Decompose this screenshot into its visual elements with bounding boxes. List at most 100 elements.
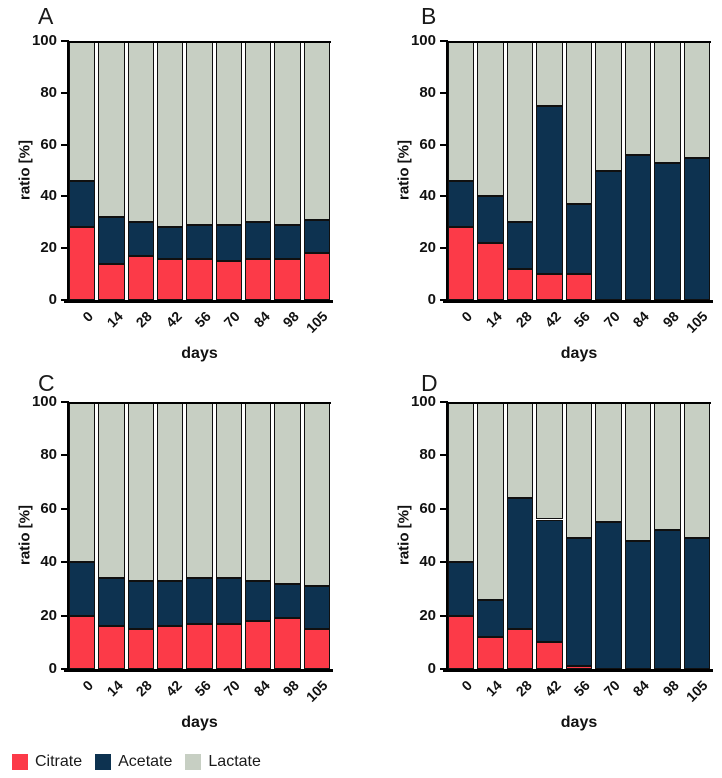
y-tick-label-a: 40 bbox=[40, 187, 57, 205]
segment-lactate-d-day-14 bbox=[477, 402, 504, 600]
segment-acetate-c-day-14 bbox=[98, 578, 125, 627]
segment-lactate-a-day-84 bbox=[244, 41, 272, 223]
y-axis-title-c: ratio [%] bbox=[16, 505, 34, 566]
segment-citrate-a-day-0 bbox=[69, 227, 96, 300]
lactate-swatch-icon bbox=[185, 754, 202, 770]
segment-acetate-d-day-28 bbox=[506, 498, 534, 629]
x-tick-label-a-0: 0 bbox=[79, 308, 97, 325]
y-axis-line-a bbox=[66, 40, 69, 303]
bar-d-day-0 bbox=[448, 402, 475, 669]
bar-d-day-28 bbox=[506, 402, 534, 669]
y-tick-label-c: 20 bbox=[40, 606, 57, 624]
x-tick-label-d-70: 70 bbox=[600, 677, 623, 700]
legend: Citrate Acetate Lactate bbox=[12, 753, 261, 771]
segment-citrate-b-day-56 bbox=[565, 274, 593, 300]
bar-c-day-105 bbox=[303, 402, 330, 669]
x-tick-label-c-98: 98 bbox=[279, 677, 302, 700]
y-axis-tick-a bbox=[61, 195, 67, 198]
x-tick-label-d-56: 56 bbox=[570, 677, 594, 700]
x-tick-label-c-42: 42 bbox=[162, 677, 185, 700]
segment-acetate-d-day-0 bbox=[448, 562, 475, 616]
y-tick-label-a: 0 bbox=[48, 291, 57, 308]
y-tick-label-c: 80 bbox=[40, 446, 57, 464]
x-axis-title-c: days bbox=[181, 714, 218, 731]
segment-lactate-c-day-56 bbox=[186, 402, 213, 579]
segment-citrate-b-day-14 bbox=[477, 243, 504, 300]
y-axis-line-d bbox=[445, 401, 448, 672]
bar-a-day-14 bbox=[98, 41, 125, 300]
y-axis-tick-c bbox=[61, 561, 67, 564]
y-tick-label-c: 0 bbox=[48, 660, 57, 677]
y-tick-label-d: 40 bbox=[419, 553, 436, 571]
segment-acetate-d-day-98 bbox=[654, 530, 681, 669]
x-tick-label-d-42: 42 bbox=[541, 677, 564, 700]
bar-b-day-84 bbox=[624, 41, 652, 300]
bar-b-day-14 bbox=[477, 41, 504, 300]
x-tick-label-c-28: 28 bbox=[132, 677, 156, 700]
y-axis-tick-a bbox=[61, 91, 67, 94]
bar-c-day-42 bbox=[156, 402, 184, 669]
x-tick-label-a-98: 98 bbox=[279, 308, 302, 331]
x-tick-label-b-56: 56 bbox=[570, 308, 594, 331]
bar-d-day-14 bbox=[477, 402, 504, 669]
y-axis-tick-b bbox=[440, 195, 446, 198]
y-axis-tick-c bbox=[61, 454, 67, 457]
y-axis-tick-d bbox=[440, 561, 446, 564]
bar-c-day-70 bbox=[215, 402, 242, 669]
panel-label-a: A bbox=[38, 3, 54, 29]
bar-d-day-98 bbox=[654, 402, 681, 669]
segment-lactate-c-day-84 bbox=[244, 402, 272, 581]
plot-top-frame-a bbox=[68, 41, 331, 43]
segment-acetate-a-day-84 bbox=[244, 222, 272, 259]
y-axis-tick-d bbox=[440, 507, 446, 510]
segment-lactate-b-day-56 bbox=[565, 41, 593, 205]
plot-area-d bbox=[448, 402, 710, 669]
segment-lactate-d-day-28 bbox=[506, 402, 534, 499]
x-tick-label-a-70: 70 bbox=[220, 308, 244, 331]
plot-area-a bbox=[69, 41, 330, 300]
y-tick-label-a: 100 bbox=[31, 32, 57, 49]
plot-area-c bbox=[69, 402, 330, 669]
y-axis-tick-a bbox=[61, 40, 67, 42]
segment-acetate-b-day-98 bbox=[654, 162, 681, 300]
bar-b-day-0 bbox=[448, 41, 475, 300]
y-axis-title-b: ratio [%] bbox=[395, 140, 413, 201]
x-tick-label-b-84: 84 bbox=[629, 308, 653, 331]
segment-acetate-b-day-0 bbox=[448, 180, 475, 228]
segment-lactate-c-day-28 bbox=[127, 402, 154, 581]
segment-lactate-a-day-0 bbox=[69, 41, 96, 181]
x-tick-label-c-84: 84 bbox=[250, 677, 273, 700]
x-tick-label-c-0: 0 bbox=[79, 677, 97, 694]
segment-acetate-a-day-70 bbox=[215, 224, 242, 262]
bar-d-day-84 bbox=[624, 402, 652, 669]
segment-acetate-a-day-42 bbox=[156, 227, 184, 259]
x-tick-label-a-14: 14 bbox=[103, 308, 126, 331]
bar-b-day-28 bbox=[506, 41, 534, 300]
y-axis-title-d: ratio [%] bbox=[395, 505, 413, 566]
x-axis-title-d: days bbox=[560, 714, 598, 731]
segment-lactate-b-day-84 bbox=[624, 41, 652, 155]
bar-c-day-14 bbox=[98, 402, 125, 669]
segment-citrate-c-day-28 bbox=[127, 628, 154, 669]
x-tick-label-d-0: 0 bbox=[458, 677, 476, 694]
segment-citrate-a-day-28 bbox=[127, 255, 154, 300]
plot-area-b bbox=[448, 41, 710, 300]
segment-citrate-a-day-56 bbox=[186, 258, 213, 300]
x-tick-label-b-98: 98 bbox=[659, 308, 682, 331]
x-axis-line-d bbox=[443, 669, 713, 672]
y-tick-label-c: 60 bbox=[40, 499, 57, 517]
segment-acetate-a-day-0 bbox=[69, 180, 96, 228]
bar-d-day-105 bbox=[683, 402, 710, 669]
bar-d-day-56 bbox=[565, 402, 593, 669]
segment-citrate-c-day-105 bbox=[303, 628, 330, 669]
y-tick-label-b: 60 bbox=[419, 135, 436, 153]
y-axis-line-c bbox=[66, 401, 69, 672]
segment-acetate-d-day-84 bbox=[624, 540, 652, 669]
x-tick-label-c-14: 14 bbox=[103, 677, 126, 700]
citrate-swatch-icon bbox=[12, 754, 28, 770]
segment-citrate-a-day-70 bbox=[215, 261, 242, 300]
bar-a-day-56 bbox=[186, 41, 213, 300]
bar-a-day-84 bbox=[244, 41, 272, 300]
segment-acetate-c-day-42 bbox=[156, 580, 184, 627]
